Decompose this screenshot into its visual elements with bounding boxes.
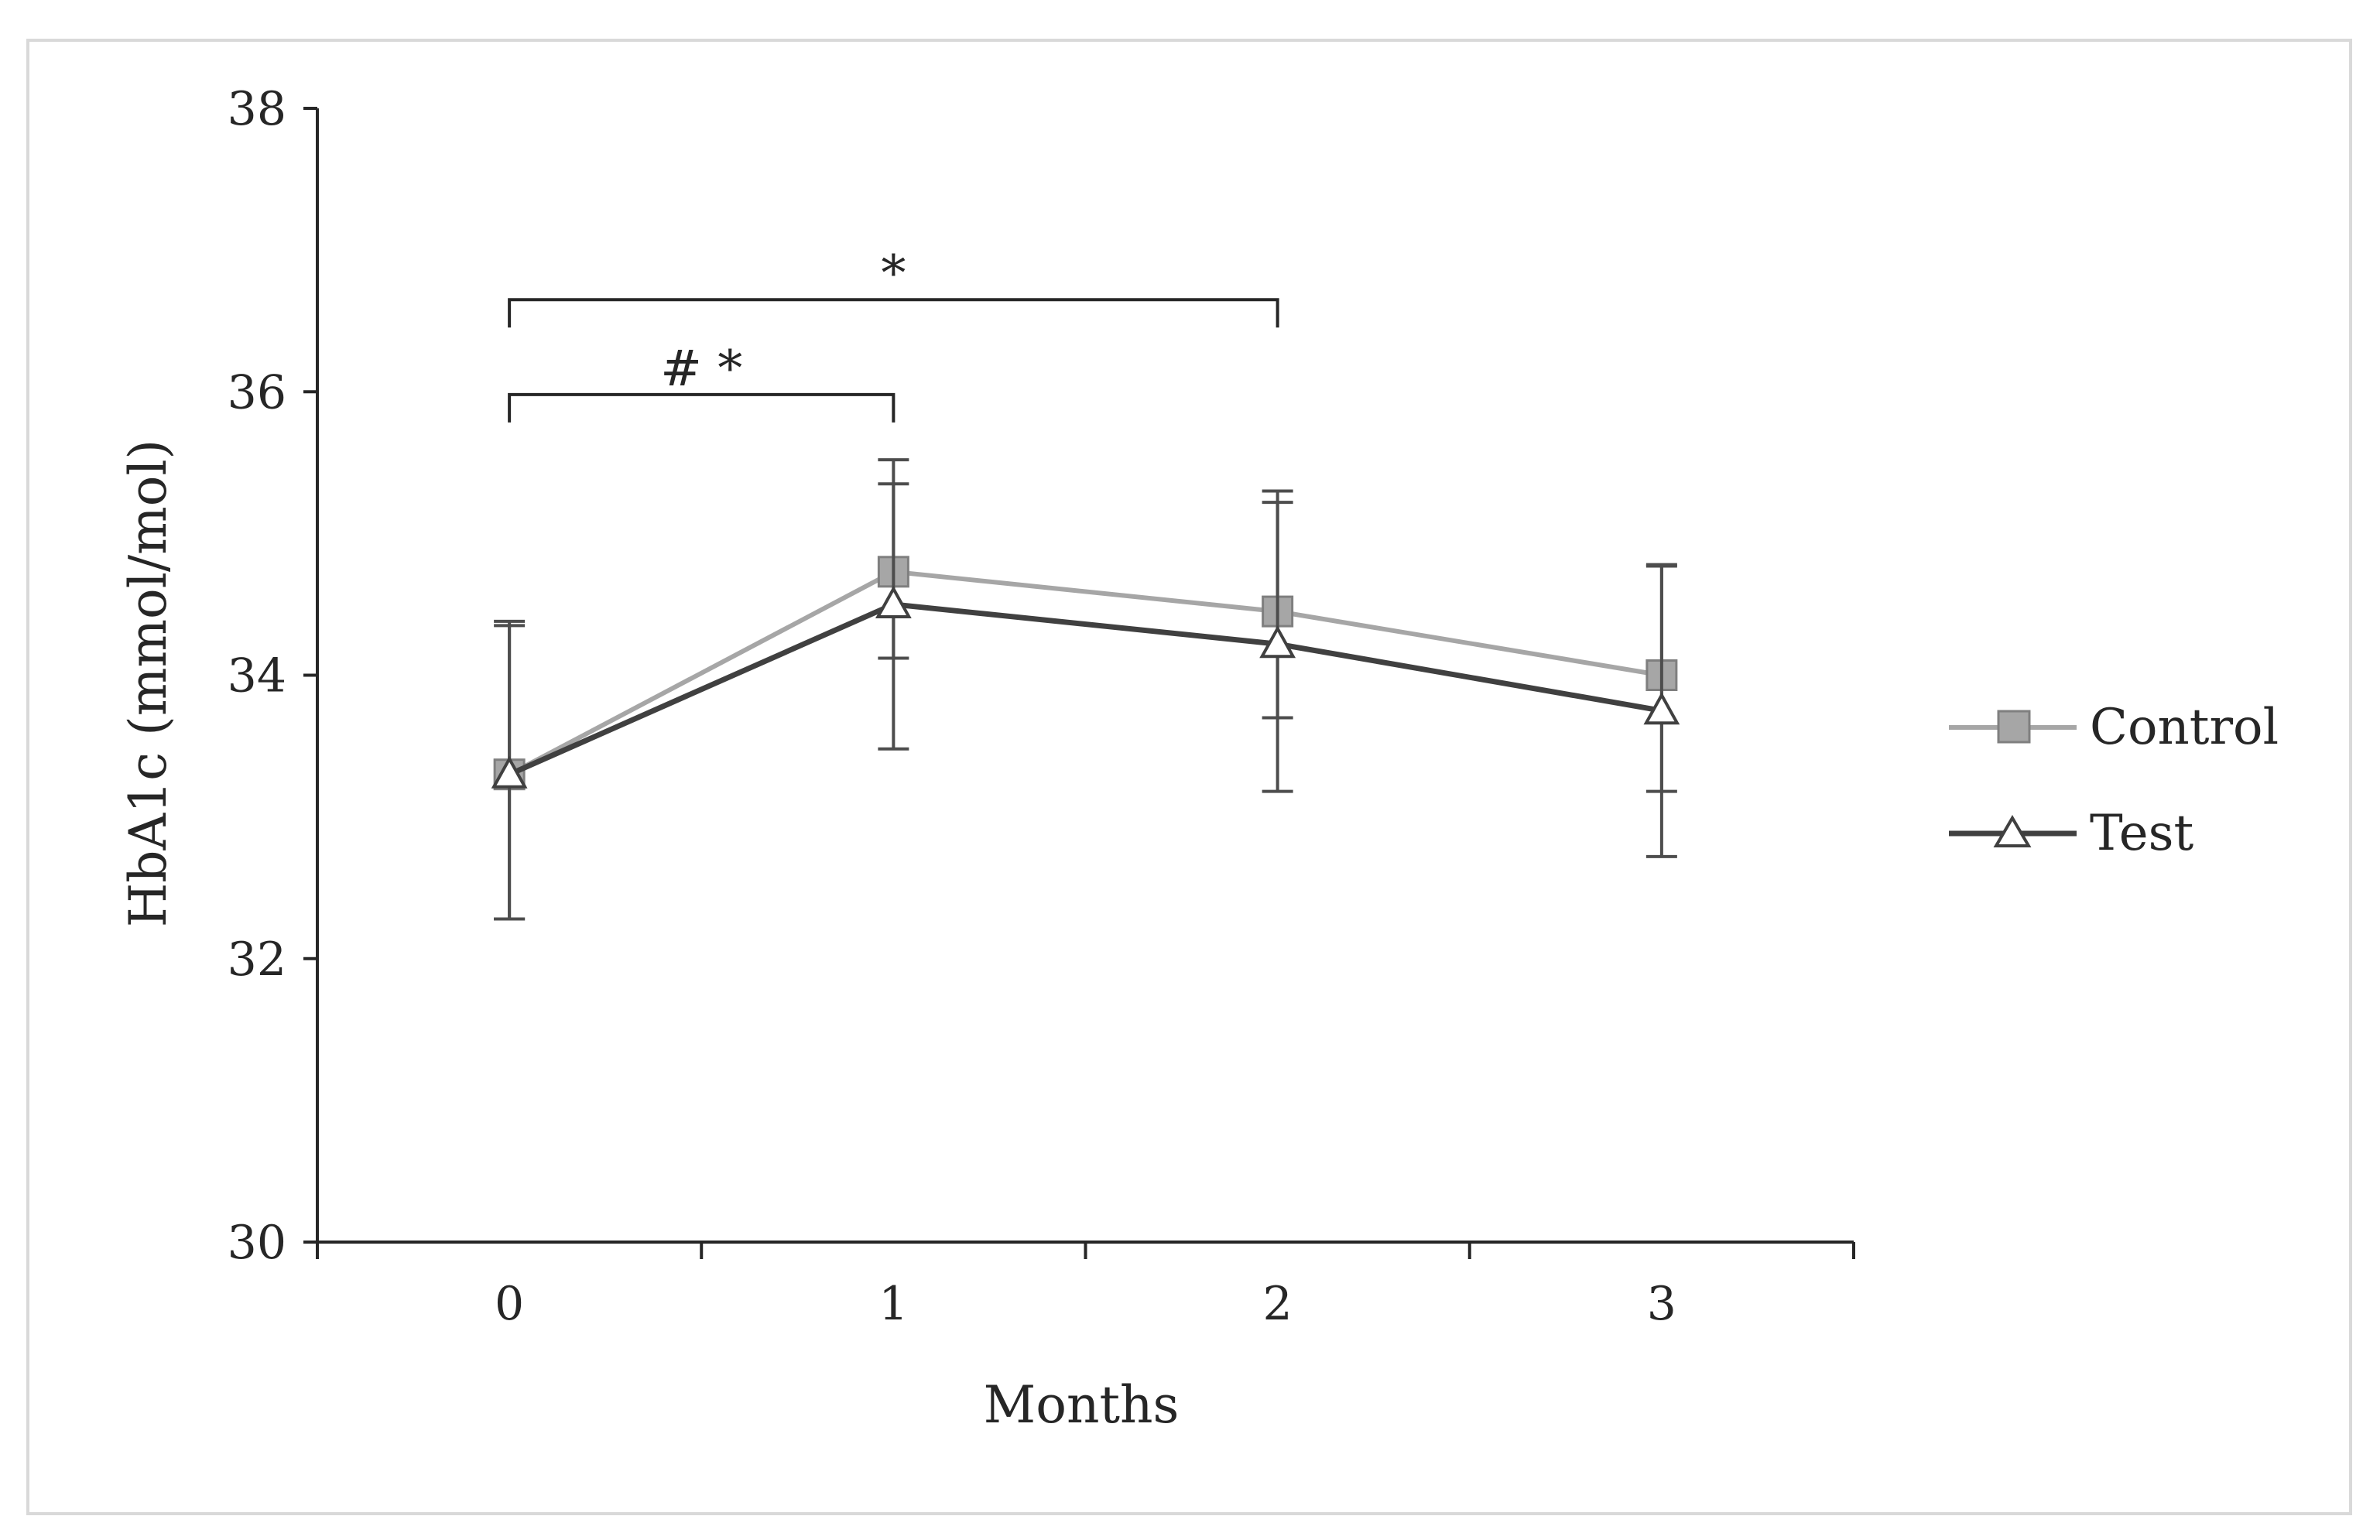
- series-line: [508, 601, 1663, 777]
- significance-annotations: * # *: [508, 245, 1279, 423]
- y-tick-label: 32: [228, 933, 286, 987]
- legend-item-test: Test: [1949, 805, 2193, 862]
- chart-frame: [26, 39, 2352, 1515]
- x-tick-label: 3: [1647, 1277, 1676, 1331]
- significance-bracket: [508, 392, 895, 423]
- significance-label: # *: [660, 341, 742, 398]
- series-control: [493, 458, 1678, 921]
- data-point: [875, 585, 912, 618]
- y-tick-label: 36: [228, 365, 286, 419]
- y-tick-label: 34: [228, 649, 286, 703]
- y-tick-label: 30: [228, 1216, 286, 1270]
- y-tick-label: 38: [228, 82, 286, 136]
- chart-axes: 30 32 34 36 38 0 1 2 3: [228, 82, 1855, 1331]
- series-line: [508, 569, 1663, 777]
- data-point: [491, 755, 528, 789]
- x-axis-title: Months: [984, 1375, 1180, 1435]
- x-tick-label: 2: [1263, 1277, 1293, 1331]
- legend: Control Test: [1949, 699, 2279, 862]
- legend-marker-test: [1993, 815, 2032, 847]
- data-point: [1643, 692, 1680, 725]
- legend-marker-control: [1997, 710, 2031, 744]
- data-point: [1259, 625, 1296, 659]
- series-test: [491, 482, 1680, 921]
- legend-label-control: Control: [2090, 699, 2279, 756]
- x-tick-label: 1: [878, 1277, 908, 1331]
- y-axis-title: HbA1c (mmol/mol): [118, 440, 178, 928]
- x-tick-label: 0: [495, 1277, 524, 1331]
- chart-series: [491, 458, 1680, 921]
- legend-item-control: Control: [1949, 699, 2279, 756]
- significance-label: *: [881, 245, 906, 303]
- legend-label-test: Test: [2090, 805, 2193, 862]
- significance-bracket: [508, 298, 1279, 328]
